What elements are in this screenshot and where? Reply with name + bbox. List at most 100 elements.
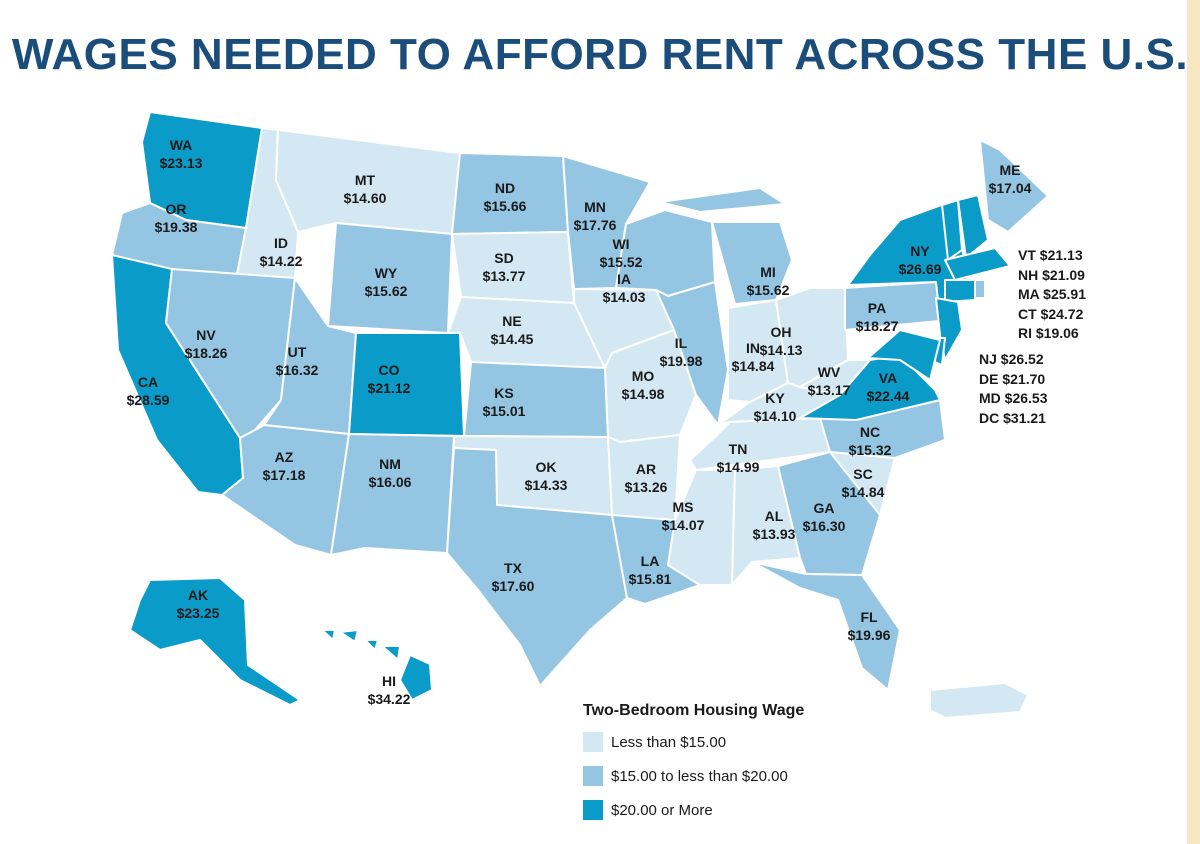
state-label-me: ME $17.04 [989, 162, 1032, 196]
state-shape-vt [941, 199, 963, 261]
state-label-mo: MO $14.98 [622, 368, 665, 402]
state-label-or: OR $19.38 [155, 201, 198, 235]
state-label-tx: TX $17.60 [492, 560, 535, 594]
state-label-oh: OH $14.13 [760, 324, 803, 358]
small-state-wage: $31.21 [1003, 409, 1046, 426]
state-shape-mi [659, 187, 786, 213]
state-shape-hi [399, 654, 433, 701]
state-shape-nm [330, 433, 455, 556]
state-shape-hi [381, 645, 401, 661]
small-state-code: CT [1018, 305, 1037, 322]
state-label-fl: FL $19.96 [848, 609, 891, 643]
small-state-code: VT [1018, 247, 1036, 263]
state-label-co: CO $21.12 [368, 362, 411, 396]
state-label-wy: WY $15.62 [365, 265, 408, 299]
state-label-nm: NM $16.06 [369, 456, 412, 490]
state-label-hi: HI $34.22 [368, 673, 411, 707]
state-shape-hi [364, 639, 379, 651]
small-state-code: MA [1018, 286, 1040, 302]
state-shape-md [867, 329, 941, 381]
small-state-row-ct: CT $24.72 [1018, 305, 1086, 325]
state-shape-ks [463, 361, 609, 438]
state-label-ks: KS $15.01 [483, 385, 526, 419]
small-state-wage: $19.06 [1035, 325, 1079, 341]
small-state-wage: $21.13 [1039, 247, 1083, 263]
state-label-az: AZ $17.18 [263, 449, 306, 483]
small-state-code: RI [1018, 325, 1032, 341]
small-state-row-dc: DC $31.21 [979, 409, 1048, 429]
small-state-row-de: DE $21.70 [979, 370, 1048, 390]
state-label-ar: AR $13.26 [625, 461, 668, 495]
state-label-nc: NC $15.32 [849, 424, 892, 458]
state-label-mn: MN $17.76 [574, 199, 617, 233]
state-label-pa: PA $18.27 [856, 300, 899, 334]
small-state-code: NH [1018, 266, 1039, 283]
state-label-va: VA $22.44 [867, 370, 910, 404]
small-state-code: NJ [979, 351, 997, 367]
small-state-wage: $24.72 [1040, 305, 1084, 322]
state-label-wv: WV $13.17 [808, 364, 851, 398]
state-label-wi: WI $15.52 [600, 236, 643, 270]
page-edge-strip [1188, 0, 1200, 844]
state-shape-hi [339, 629, 359, 643]
state-label-wa: WA $23.13 [160, 137, 203, 171]
state-label-ne: NE $14.45 [491, 313, 534, 347]
small-state-row-ri: RI $19.06 [1018, 324, 1086, 344]
legend: Two-Bedroom Housing Wage Less than $15.0… [583, 702, 804, 834]
small-state-row-nh: NH $21.09 [1018, 266, 1086, 286]
small-state-code: DC [979, 409, 1000, 426]
small-state-wage: $26.53 [1004, 390, 1048, 406]
state-shape-co [348, 332, 465, 437]
small-state-wage: $25.91 [1043, 286, 1086, 302]
state-shape-mi [711, 221, 793, 305]
legend-label: $20.00 or More [611, 801, 713, 819]
map-title: WAGES NEEDED TO AFFORD RENT ACROSS THE U… [11, 30, 1189, 79]
state-shape-al [731, 465, 801, 586]
state-label-ky: KY $14.10 [754, 390, 797, 424]
state-shape-az [221, 424, 350, 556]
legend-label: Less than $15.00 [611, 733, 727, 751]
legend-item-high: $20.00 or More [583, 800, 804, 820]
state-shape-hi [321, 629, 336, 641]
legend-label: $15.00 to less than $20.00 [611, 767, 788, 785]
small-state-wage: $21.70 [1002, 370, 1046, 387]
state-shape-ri [974, 279, 986, 299]
state-shape-ma [944, 247, 1011, 281]
state-label-ok: OK $14.33 [525, 459, 568, 493]
state-shape-pr [929, 682, 1029, 719]
state-label-ia: IA $14.03 [603, 271, 646, 305]
small-state-row-md: MD $26.53 [979, 389, 1048, 409]
legend-item-low: Less than $15.00 [583, 732, 804, 752]
state-label-ms: MS $14.07 [662, 499, 705, 533]
state-shape-ct [944, 279, 976, 303]
state-label-ak: AK $23.25 [177, 587, 220, 621]
state-label-ut: UT $16.32 [276, 344, 319, 378]
state-label-nv: NV $18.26 [185, 327, 228, 361]
state-label-in: IN $14.84 [732, 340, 775, 374]
state-label-mi: MI $15.62 [747, 264, 790, 298]
state-shape-me [979, 139, 1049, 233]
page-edge-line [1187, 0, 1188, 844]
small-states-northeast-list: VT $21.13 NH $21.09 MA $25.91 CT $24.72 RI $… [1018, 246, 1086, 344]
small-state-code: MD [979, 390, 1001, 406]
state-label-id: ID $14.22 [260, 235, 303, 269]
state-shape-wv [799, 359, 871, 396]
state-shape-nh [957, 194, 989, 259]
state-label-ga: GA $16.30 [803, 500, 846, 534]
small-state-row-vt: VT $21.13 [1018, 246, 1086, 266]
legend-item-mid: $15.00 to less than $20.00 [583, 766, 804, 786]
state-shape-tx [446, 447, 628, 687]
state-label-ca: CA $28.59 [127, 374, 170, 408]
state-shape-ar [607, 434, 681, 521]
legend-swatch [583, 800, 603, 820]
small-state-code: DE [979, 370, 999, 387]
small-state-wage: $21.09 [1042, 266, 1085, 283]
state-shape-il [655, 281, 729, 426]
legend-title: Two-Bedroom Housing Wage [583, 702, 805, 719]
state-label-sd: SD $13.77 [483, 250, 526, 284]
legend-swatch [583, 732, 603, 752]
small-states-midatlantic-list: NJ $26.52 DE $21.70 MD $26.53 DC $31.21 [979, 350, 1048, 428]
state-label-mt: MT $14.60 [344, 172, 387, 206]
state-label-il: IL $19.98 [660, 335, 703, 369]
